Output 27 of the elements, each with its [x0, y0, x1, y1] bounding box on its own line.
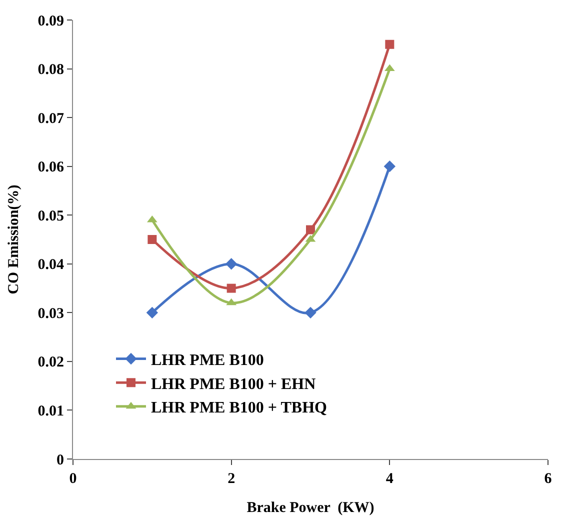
point	[225, 258, 238, 270]
point	[226, 284, 236, 293]
y-tick-label: 0.08	[38, 62, 64, 78]
point	[306, 225, 315, 234]
y-tick-label: 0	[56, 452, 64, 468]
point	[304, 306, 316, 319]
point	[384, 160, 396, 172]
x-tick-label: 0	[69, 471, 77, 487]
y-tick-label: 0.01	[38, 403, 64, 420]
x-axis-title: Brake Power (KW)	[246, 500, 374, 516]
x-tick-label: 6	[544, 471, 552, 487]
point	[385, 40, 394, 49]
legend-label: LHR PME B100 + EHN	[151, 376, 316, 393]
y-tick-label: 0.02	[38, 354, 64, 371]
legend-label: LHR PME B100	[151, 352, 264, 370]
x-tick-label: 4	[386, 471, 394, 487]
y-axis-title: CO Emission(%)	[6, 184, 22, 294]
y-tick-label: 0.04	[38, 257, 64, 274]
point	[146, 306, 158, 319]
legend-label: LHR PME B100 + TBHQ	[151, 400, 327, 417]
y-tick-label: 0.03	[38, 306, 64, 322]
point	[148, 235, 157, 244]
y-tick-label: 0.07	[38, 110, 64, 127]
x-tick-label: 2	[228, 471, 236, 487]
y-tick-label: 0.09	[38, 13, 64, 30]
y-tick-label: 0.05	[38, 208, 64, 224]
y-tick-label: 0.06	[38, 160, 64, 176]
